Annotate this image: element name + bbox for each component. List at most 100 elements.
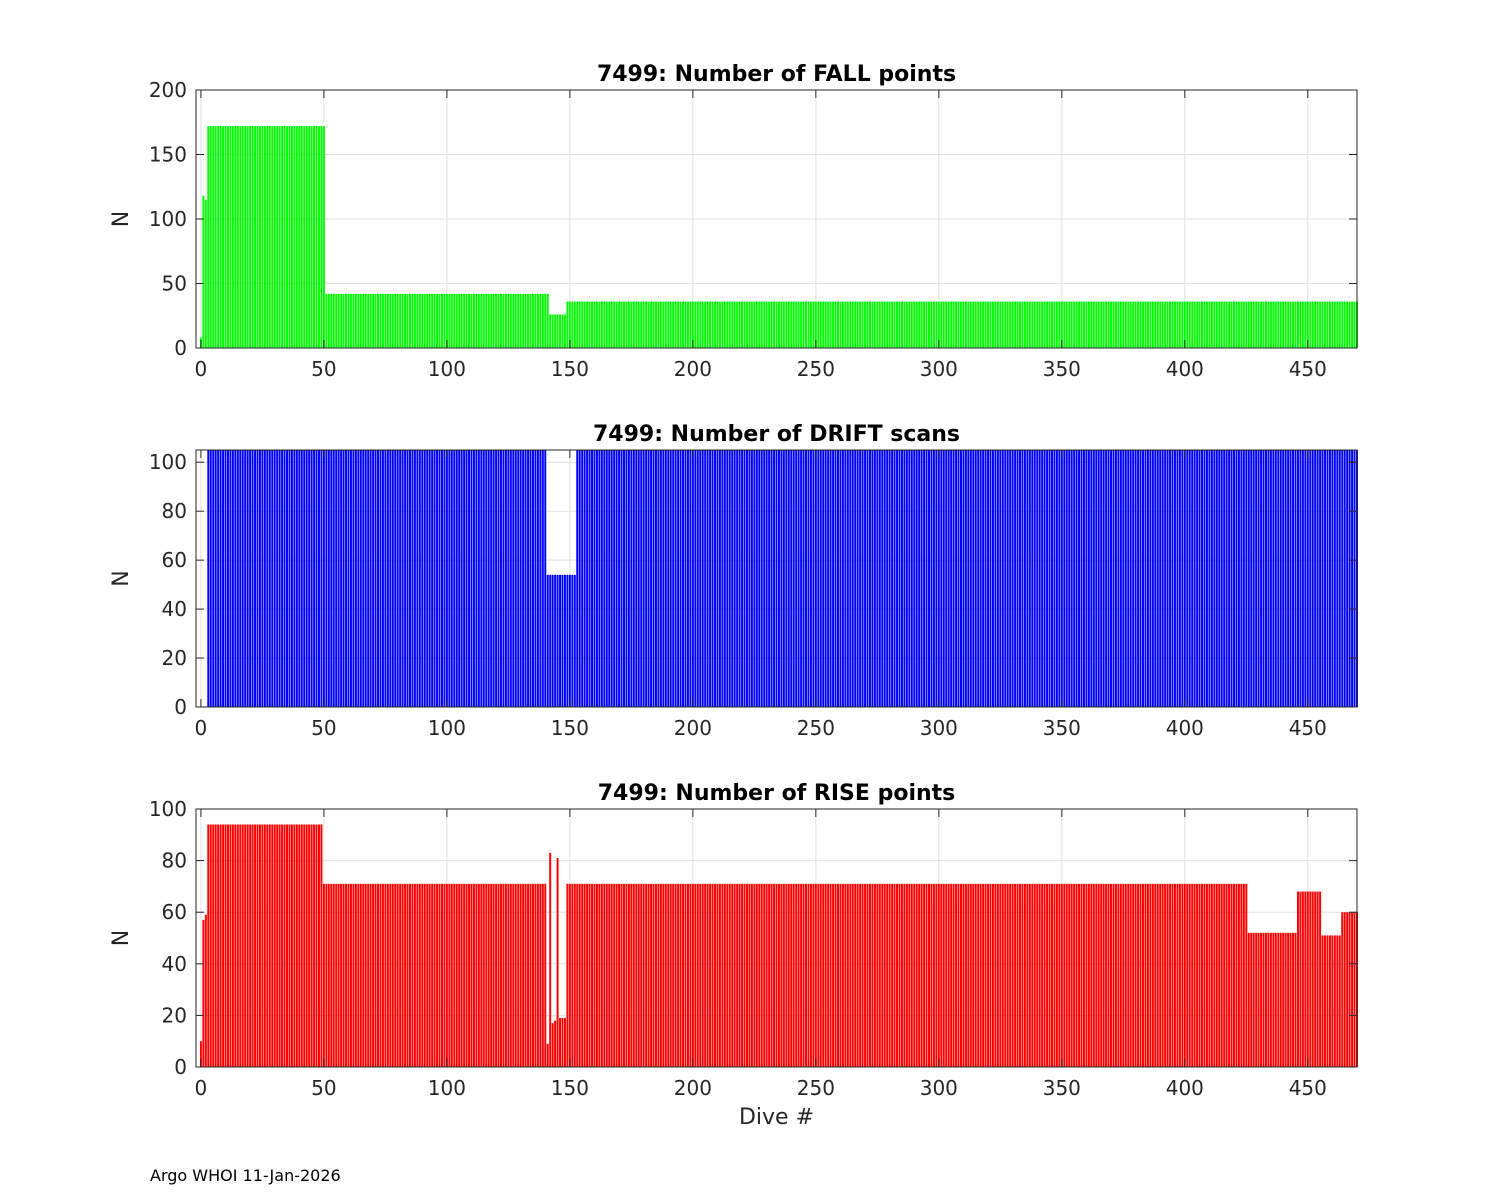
y-tick-label: 150 bbox=[149, 143, 187, 167]
bar bbox=[1161, 883, 1164, 1067]
bar bbox=[298, 450, 301, 707]
bar bbox=[682, 450, 685, 707]
bar bbox=[915, 450, 918, 707]
bar bbox=[613, 301, 616, 348]
bar bbox=[598, 883, 601, 1067]
bar bbox=[254, 126, 257, 349]
bar bbox=[544, 293, 547, 348]
bar bbox=[1235, 883, 1238, 1067]
bar bbox=[440, 883, 443, 1067]
bar bbox=[288, 450, 291, 707]
bar bbox=[664, 450, 667, 707]
bar bbox=[967, 301, 970, 348]
bar bbox=[610, 883, 613, 1067]
bar bbox=[465, 293, 468, 348]
bar bbox=[1191, 450, 1194, 707]
bar bbox=[991, 450, 994, 707]
bar bbox=[354, 883, 357, 1067]
bar bbox=[236, 126, 239, 349]
bar bbox=[352, 450, 355, 707]
bar bbox=[741, 301, 744, 348]
bar bbox=[418, 883, 421, 1067]
bar bbox=[308, 450, 311, 707]
bar bbox=[932, 450, 935, 707]
bar bbox=[984, 301, 987, 348]
bar bbox=[1331, 450, 1334, 707]
bar bbox=[603, 883, 606, 1067]
bar bbox=[495, 883, 498, 1067]
bar bbox=[1146, 301, 1149, 348]
bar bbox=[733, 301, 736, 348]
bar bbox=[684, 301, 687, 348]
bar bbox=[1299, 891, 1302, 1067]
bar bbox=[1183, 301, 1186, 348]
bar bbox=[409, 293, 411, 348]
bar bbox=[563, 574, 566, 707]
bar bbox=[354, 450, 357, 707]
bar bbox=[736, 450, 739, 707]
bar bbox=[1014, 301, 1017, 348]
bar bbox=[1228, 301, 1231, 348]
bar bbox=[470, 293, 473, 348]
bar bbox=[1171, 301, 1174, 348]
bar bbox=[1351, 912, 1354, 1067]
bar bbox=[677, 883, 680, 1067]
bar bbox=[1073, 450, 1076, 707]
bar bbox=[1075, 883, 1078, 1067]
bar bbox=[1230, 450, 1233, 707]
bar bbox=[738, 883, 741, 1067]
bar bbox=[273, 824, 276, 1067]
bar bbox=[805, 450, 808, 707]
bar bbox=[421, 293, 424, 348]
bar bbox=[359, 883, 362, 1067]
bar bbox=[1117, 450, 1120, 707]
bar bbox=[384, 450, 387, 707]
bar bbox=[977, 883, 980, 1067]
bar bbox=[1171, 450, 1174, 707]
bar bbox=[605, 301, 608, 348]
bar bbox=[1132, 450, 1135, 707]
bar bbox=[1309, 301, 1312, 348]
bar bbox=[591, 883, 594, 1067]
bar bbox=[994, 883, 997, 1067]
bar bbox=[475, 293, 478, 348]
bar bbox=[541, 293, 544, 348]
bar bbox=[1186, 883, 1189, 1067]
bar bbox=[263, 824, 266, 1067]
bar bbox=[1085, 450, 1088, 707]
bar bbox=[534, 293, 537, 348]
bar bbox=[532, 883, 534, 1067]
bar bbox=[630, 883, 633, 1067]
bar bbox=[222, 126, 225, 349]
bar bbox=[1203, 301, 1206, 348]
bar bbox=[440, 293, 443, 348]
bar bbox=[974, 883, 977, 1067]
bar bbox=[1124, 450, 1127, 707]
bar bbox=[674, 301, 677, 348]
bar bbox=[1196, 883, 1199, 1067]
bar bbox=[844, 450, 847, 707]
bar bbox=[1245, 883, 1248, 1067]
bar bbox=[1078, 301, 1081, 348]
bar bbox=[1087, 301, 1090, 348]
bar bbox=[568, 574, 571, 707]
bar bbox=[332, 883, 335, 1067]
bar bbox=[256, 824, 259, 1067]
bar bbox=[871, 301, 874, 348]
bar bbox=[701, 883, 704, 1067]
bar bbox=[797, 450, 800, 707]
bar bbox=[583, 883, 586, 1067]
bar bbox=[627, 883, 630, 1067]
x-axis-label: Dive # bbox=[739, 1105, 814, 1130]
bar bbox=[625, 301, 628, 348]
bar bbox=[1100, 301, 1103, 348]
bar bbox=[1191, 883, 1194, 1067]
bar bbox=[492, 293, 495, 348]
bar bbox=[1338, 935, 1341, 1067]
bar bbox=[1213, 450, 1216, 707]
bar bbox=[204, 199, 207, 348]
bar bbox=[1151, 883, 1154, 1067]
bar bbox=[595, 883, 598, 1067]
bar bbox=[290, 450, 293, 707]
bar bbox=[854, 883, 857, 1067]
